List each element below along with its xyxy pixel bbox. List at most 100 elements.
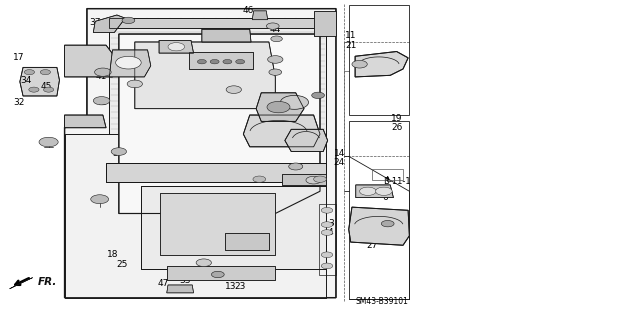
- Circle shape: [211, 271, 224, 278]
- Circle shape: [111, 148, 127, 155]
- Circle shape: [197, 59, 206, 64]
- Circle shape: [95, 68, 111, 76]
- Circle shape: [29, 87, 39, 92]
- Polygon shape: [93, 15, 125, 33]
- Polygon shape: [135, 42, 275, 109]
- Polygon shape: [189, 51, 253, 69]
- Text: FR.: FR.: [38, 277, 57, 287]
- Text: 9: 9: [120, 123, 126, 132]
- Circle shape: [381, 220, 394, 227]
- Circle shape: [321, 207, 333, 213]
- Text: 20: 20: [308, 139, 319, 148]
- Polygon shape: [20, 67, 60, 96]
- Text: 26: 26: [391, 123, 403, 132]
- Polygon shape: [10, 278, 33, 289]
- Text: 50: 50: [112, 53, 124, 62]
- Circle shape: [91, 195, 109, 204]
- Text: 15: 15: [193, 41, 204, 50]
- Text: 13: 13: [225, 282, 236, 291]
- Circle shape: [321, 252, 333, 258]
- Text: 5: 5: [321, 209, 327, 218]
- Text: 11: 11: [345, 31, 356, 40]
- Circle shape: [122, 17, 135, 24]
- Circle shape: [196, 259, 211, 267]
- Polygon shape: [109, 50, 151, 77]
- Text: 37: 37: [90, 19, 101, 27]
- Polygon shape: [141, 187, 326, 269]
- Circle shape: [376, 187, 392, 196]
- Circle shape: [321, 263, 333, 269]
- Polygon shape: [119, 34, 320, 213]
- Circle shape: [360, 187, 376, 196]
- Circle shape: [271, 36, 282, 42]
- Text: 6: 6: [382, 193, 388, 202]
- Circle shape: [210, 59, 219, 64]
- Text: 38: 38: [94, 196, 106, 205]
- Circle shape: [24, 70, 35, 75]
- Polygon shape: [355, 51, 408, 77]
- Text: 41: 41: [96, 72, 108, 81]
- Text: 24: 24: [333, 158, 345, 167]
- Text: 22: 22: [182, 285, 193, 294]
- Polygon shape: [349, 207, 410, 245]
- Polygon shape: [65, 115, 106, 128]
- Polygon shape: [65, 134, 326, 298]
- Text: 29: 29: [120, 19, 131, 27]
- Text: 1: 1: [321, 254, 327, 263]
- Circle shape: [116, 56, 141, 69]
- Polygon shape: [106, 163, 326, 182]
- Circle shape: [93, 97, 110, 105]
- Circle shape: [40, 70, 51, 75]
- Text: 42: 42: [273, 63, 284, 72]
- Circle shape: [280, 95, 308, 109]
- Text: SM43-B39101: SM43-B39101: [355, 297, 408, 306]
- Circle shape: [321, 230, 333, 235]
- Text: 41: 41: [96, 98, 108, 107]
- Circle shape: [39, 137, 58, 147]
- Circle shape: [289, 163, 303, 170]
- Text: 18: 18: [107, 250, 118, 259]
- Text: 48: 48: [273, 76, 284, 85]
- Polygon shape: [356, 185, 394, 197]
- Text: 46: 46: [243, 6, 254, 15]
- Text: 21: 21: [345, 41, 356, 50]
- Polygon shape: [109, 18, 326, 28]
- Polygon shape: [167, 266, 275, 280]
- Text: 27: 27: [367, 241, 378, 250]
- Text: 47: 47: [158, 279, 169, 288]
- Polygon shape: [109, 18, 326, 134]
- Text: 31: 31: [260, 19, 271, 27]
- Text: 3: 3: [328, 219, 333, 227]
- Circle shape: [268, 56, 283, 63]
- Circle shape: [253, 176, 266, 182]
- Text: 39: 39: [292, 165, 303, 174]
- Text: 44: 44: [269, 25, 281, 34]
- Text: 12: 12: [173, 285, 184, 294]
- Text: 41: 41: [273, 41, 284, 50]
- Circle shape: [267, 101, 290, 113]
- Polygon shape: [314, 11, 336, 36]
- Text: 10: 10: [126, 133, 138, 142]
- Circle shape: [312, 92, 324, 99]
- Text: 30: 30: [234, 241, 246, 250]
- Text: 8: 8: [297, 104, 303, 113]
- Polygon shape: [282, 174, 326, 185]
- Circle shape: [236, 59, 244, 64]
- Circle shape: [306, 176, 321, 184]
- Text: 28: 28: [375, 231, 387, 240]
- Text: 40: 40: [43, 139, 54, 148]
- Text: 35: 35: [285, 174, 297, 183]
- Circle shape: [352, 60, 367, 68]
- Circle shape: [269, 69, 282, 75]
- Circle shape: [266, 23, 279, 29]
- Text: 14: 14: [333, 149, 345, 158]
- Polygon shape: [243, 115, 320, 147]
- Circle shape: [168, 43, 184, 51]
- Polygon shape: [161, 193, 275, 255]
- Text: 32: 32: [13, 98, 24, 107]
- Text: 34: 34: [20, 76, 32, 85]
- Circle shape: [127, 80, 143, 88]
- Circle shape: [321, 222, 333, 227]
- Text: 16: 16: [211, 272, 222, 281]
- Polygon shape: [167, 285, 193, 293]
